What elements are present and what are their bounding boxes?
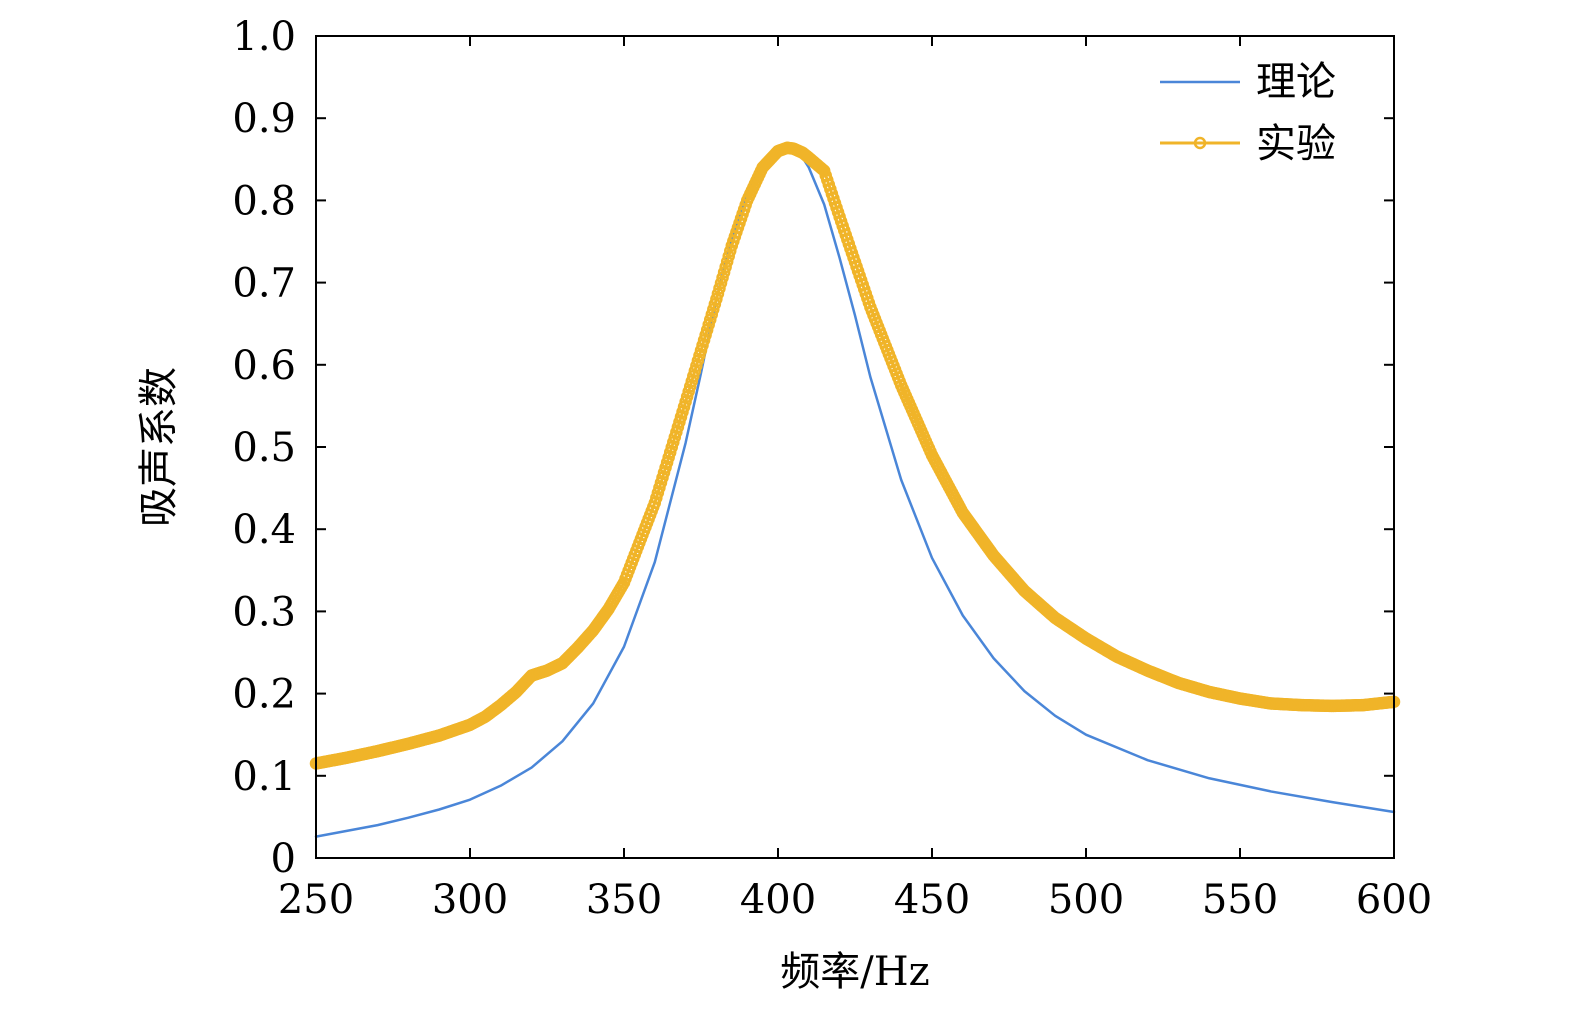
y-tick-label: 0.4 [232,507,296,553]
series-experiment [309,141,1401,770]
x-tick-label: 600 [1356,877,1432,923]
y-tick-label: 0 [271,836,296,882]
y-axis-title: 吸声系数 [136,367,182,527]
y-tick-label: 0.5 [232,425,296,471]
data-point [711,287,725,300]
y-tick-label: 0.9 [232,96,296,142]
x-tick-label: 450 [894,877,970,923]
y-tick-label: 0.8 [232,178,296,224]
y-tick-label: 0.7 [232,261,296,307]
y-tick-label: 0.6 [232,343,296,389]
y-tick-label: 0.3 [232,589,296,635]
data-point [716,271,729,284]
data-point [710,292,723,306]
data-point [717,266,731,279]
data-point [720,255,734,268]
data-point [714,276,728,290]
x-tick-label: 500 [1048,877,1124,923]
x-tick-label: 300 [432,877,508,923]
tick-layer: 250 300 350 400 450 500 550 600 0 0.1 0.2 0.3 0.4 0.5… [232,14,1432,923]
data-point [719,260,732,274]
legend: 理论 实验 [1160,59,1336,167]
y-tick-label: 0.2 [232,672,296,718]
series-layer [309,141,1401,838]
x-tick-label: 350 [586,877,662,923]
legend-marker-experiment [1193,136,1207,150]
y-tick-label: 1.0 [232,14,296,60]
legend-label-experiment: 实验 [1256,121,1336,167]
x-tick-label: 550 [1202,877,1278,923]
x-tick-label: 400 [740,877,816,923]
data-point [722,250,735,263]
data-point [713,282,726,295]
x-tick-label: 250 [278,877,354,923]
legend-label-theory: 理论 [1256,59,1336,105]
y-tick-label: 0.1 [232,754,296,800]
x-axis-title: 频率/Hz [780,949,929,995]
